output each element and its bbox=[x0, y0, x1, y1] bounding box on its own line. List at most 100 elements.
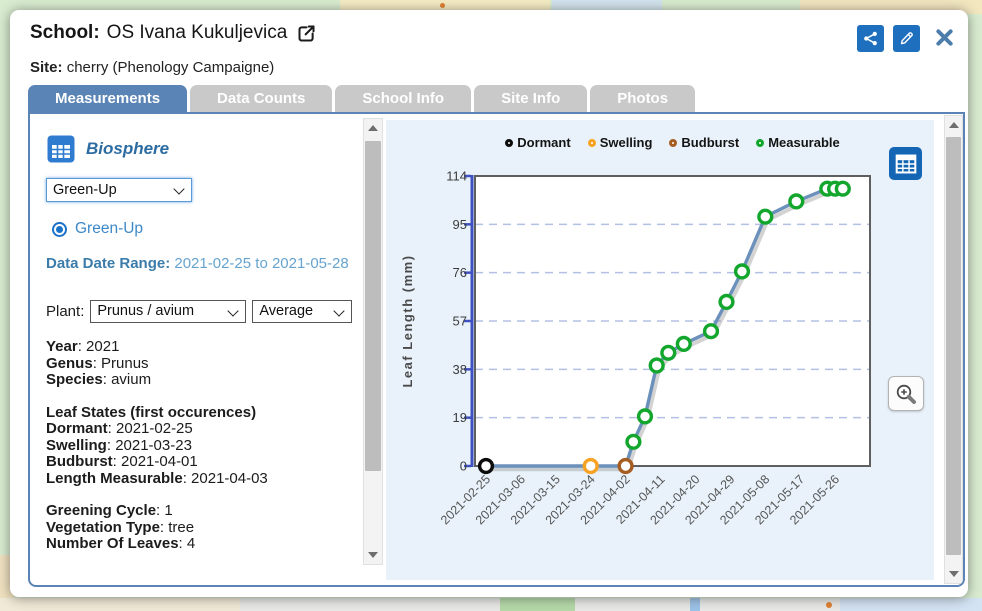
tab-bar: Measurements Data Counts School Info Site I… bbox=[28, 85, 696, 112]
point-measurable bbox=[788, 193, 805, 210]
date-range-label: Data Date Range: bbox=[46, 255, 171, 272]
map-patch bbox=[840, 598, 982, 611]
map-patch bbox=[826, 602, 832, 608]
extra-details: Greening Cycle: 1 Vegetation Type: tree Nu… bbox=[46, 502, 357, 553]
tab-measurements[interactable]: Measurements bbox=[28, 85, 188, 112]
table-view-icon bbox=[895, 154, 916, 173]
legend-marker-icon bbox=[669, 138, 678, 147]
panel-scrollbar[interactable] bbox=[944, 115, 963, 584]
tab-data-counts[interactable]: Data Counts bbox=[190, 85, 333, 112]
point-measurable bbox=[625, 433, 642, 450]
scroll-up-button[interactable] bbox=[945, 116, 962, 134]
legend-item-swelling: Swelling bbox=[587, 135, 652, 150]
map-patch bbox=[440, 3, 445, 8]
plant-stat-select[interactable]: Average bbox=[252, 300, 353, 323]
dormant-row: Dormant: 2021-02-25 bbox=[46, 420, 193, 437]
legend-item-dormant: Dormant bbox=[505, 135, 571, 150]
tab-photos[interactable]: Photos bbox=[590, 85, 696, 112]
plant-row: Plant: Prunus / avium Average bbox=[46, 300, 357, 323]
radio-label: Green-Up bbox=[75, 220, 144, 237]
point-measurable bbox=[718, 293, 735, 311]
point-measurable bbox=[648, 357, 665, 374]
leaf-states-group: Leaf States (first occurences) Dormant: … bbox=[46, 403, 357, 488]
point-measurable bbox=[675, 335, 692, 353]
triangle-up-icon bbox=[368, 125, 378, 131]
site-line: Site: cherry (Phenology Campaigne) bbox=[30, 59, 274, 76]
legend-label: Dormant bbox=[517, 135, 571, 150]
triangle-down-icon bbox=[948, 571, 959, 577]
radio-button[interactable] bbox=[52, 221, 67, 237]
point-measurable bbox=[660, 344, 677, 361]
point-budburst bbox=[617, 457, 634, 475]
plant-details: Year: 2021 Genus: Prunus Species: avium bbox=[46, 338, 357, 389]
y-tick-label: 0 bbox=[460, 459, 467, 474]
leaf-states-rows: Dormant: 2021-02-25 Swelling: 2021-03-23 B… bbox=[46, 420, 357, 487]
sidebar-scrollbar[interactable] bbox=[363, 118, 383, 565]
table-view-button[interactable] bbox=[889, 147, 922, 180]
scroll-down-button[interactable] bbox=[364, 546, 382, 564]
radio-dot bbox=[56, 225, 63, 233]
genus-row: Genus: Prunus bbox=[46, 354, 149, 372]
length-measurable-row: Length Measurable: 2021-04-03 bbox=[46, 469, 268, 487]
edit-button[interactable] bbox=[893, 25, 920, 52]
tab-site-info[interactable]: Site Info bbox=[474, 85, 588, 112]
share-nodes-icon bbox=[864, 31, 877, 46]
y-tick-label: 114 bbox=[446, 169, 467, 184]
y-tick-label: 76 bbox=[453, 265, 467, 280]
y-axis-title: Leaf Length (mm) bbox=[400, 254, 415, 387]
point-measurable bbox=[733, 263, 751, 280]
scrollbar-thumb[interactable] bbox=[365, 141, 381, 471]
year-row: Year: 2021 bbox=[46, 338, 120, 355]
pencil-icon bbox=[900, 32, 913, 45]
y-tick-label: 19 bbox=[453, 410, 467, 425]
point-swelling bbox=[582, 457, 599, 475]
triangle-up-icon bbox=[948, 122, 959, 128]
point-measurable bbox=[636, 408, 654, 425]
school-site-dialog: School: OS Ivana Kukuljevica Site: cherr… bbox=[10, 10, 968, 597]
y-tick-label: 57 bbox=[453, 314, 467, 329]
open-external-icon[interactable] bbox=[296, 23, 317, 44]
scrollbar-thumb[interactable] bbox=[946, 137, 961, 555]
scroll-up-button[interactable] bbox=[364, 119, 382, 137]
school-label: School: bbox=[30, 22, 100, 43]
data-date-range: Data Date Range: 2021-02-25 to 2021-05-2… bbox=[46, 251, 360, 276]
number-of-leaves-row: Number Of Leaves: 4 bbox=[46, 535, 196, 552]
budburst-row: Budburst: 2021-04-01 bbox=[46, 453, 198, 470]
share-button[interactable] bbox=[857, 25, 884, 52]
legend-item-measurable: Measurable bbox=[756, 135, 840, 150]
map-patch bbox=[690, 598, 700, 611]
legend-marker-icon bbox=[756, 138, 765, 147]
point-measurable bbox=[702, 323, 720, 340]
map-patch bbox=[0, 598, 240, 611]
scroll-down-button[interactable] bbox=[945, 565, 962, 583]
tab-school-info[interactable]: School Info bbox=[335, 85, 472, 112]
swelling-row: Swelling: 2021-03-23 bbox=[46, 436, 192, 454]
school-name: OS Ivana Kukuljevica bbox=[106, 22, 288, 43]
legend-item-budburst: Budburst bbox=[669, 135, 739, 150]
dataset-select[interactable]: Green-Up bbox=[46, 178, 192, 202]
map-patch bbox=[500, 598, 575, 611]
triangle-down-icon bbox=[368, 552, 378, 558]
close-icon bbox=[935, 28, 953, 46]
legend-marker-icon bbox=[505, 138, 514, 147]
point-measurable bbox=[757, 208, 774, 225]
legend-label: Budburst bbox=[681, 135, 740, 150]
sidebar: Biosphere Green-Up Green-Up Data Date Ra… bbox=[30, 114, 363, 585]
measurements-panel: Biosphere Green-Up Green-Up Data Date Ra… bbox=[28, 112, 965, 587]
leaf-states-title: Leaf States (first occurences) bbox=[46, 403, 257, 421]
chart-area: Dormant Swelling Budburst Measurable 0 19 38 5… bbox=[386, 120, 934, 580]
point-dormant bbox=[477, 457, 495, 475]
magnifier-plus-icon bbox=[896, 384, 916, 404]
plant-label: Plant: bbox=[46, 303, 85, 320]
section-title: Biosphere bbox=[86, 139, 170, 158]
plant-species-select[interactable]: Prunus / avium bbox=[90, 300, 247, 323]
chart-zoom-button[interactable] bbox=[888, 376, 924, 411]
legend-label: Measurable bbox=[768, 135, 840, 150]
header-actions bbox=[857, 25, 956, 52]
greenup-radio-row[interactable]: Green-Up bbox=[52, 220, 357, 238]
site-label: Site: bbox=[30, 59, 63, 76]
date-range-value: 2021-02-25 to 2021-05-28 bbox=[174, 255, 349, 272]
table-grid-icon bbox=[47, 135, 75, 163]
close-button[interactable] bbox=[932, 27, 956, 51]
y-tick-label: 38 bbox=[453, 362, 467, 377]
